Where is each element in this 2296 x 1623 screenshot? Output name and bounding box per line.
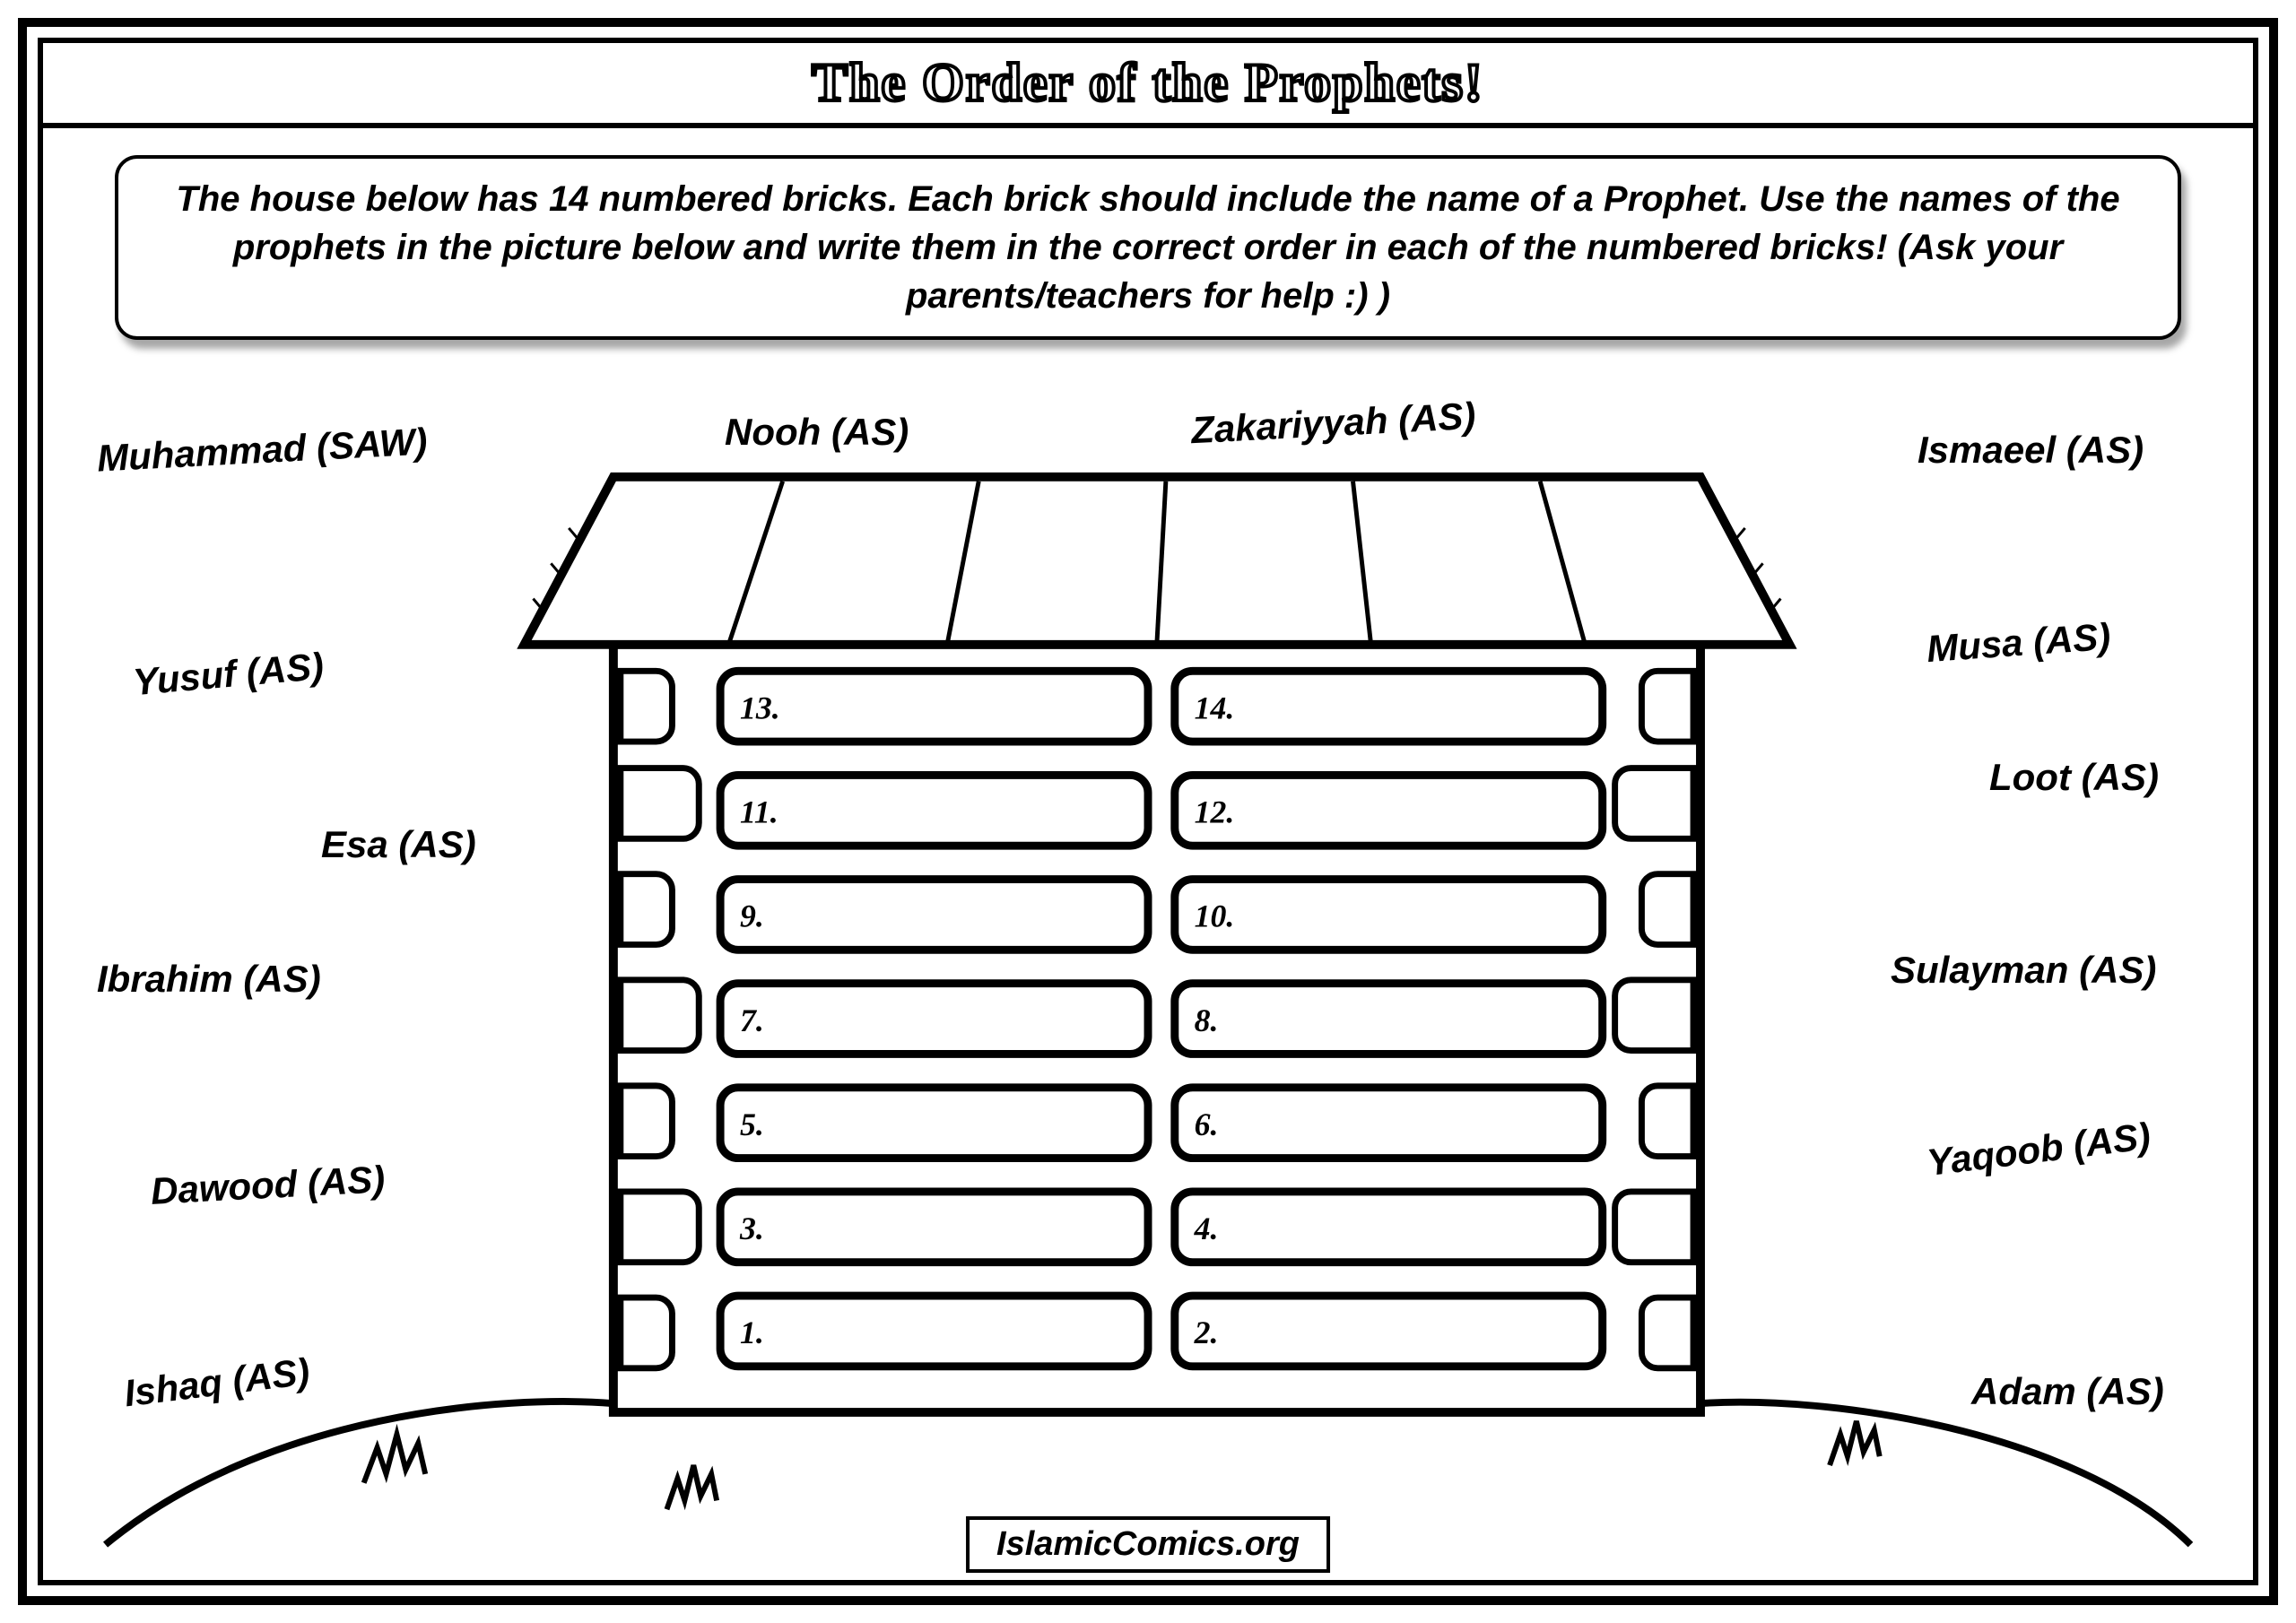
prophet-name: Ismaeel (AS) [1918, 429, 2144, 472]
brick-slot[interactable] [1175, 984, 1603, 1055]
brick-slot[interactable] [1175, 775, 1603, 846]
brick-number: 3. [739, 1211, 764, 1246]
brick-number: 12. [1195, 794, 1235, 830]
brick-slot[interactable] [720, 775, 1148, 846]
brick-number: 4. [1194, 1211, 1219, 1246]
brick-slot[interactable] [1175, 671, 1603, 742]
brick-number: 7. [740, 1002, 764, 1038]
brick-number: 11. [740, 794, 778, 830]
prophet-name: Sulayman (AS) [1891, 949, 2156, 992]
prophet-name: Adam (AS) [1971, 1370, 2164, 1413]
inner-frame: The Order of the Prophets! The house bel… [38, 38, 2258, 1585]
outer-frame: The Order of the Prophets! The house bel… [18, 18, 2278, 1605]
prophet-name: Nooh (AS) [725, 411, 909, 454]
prophet-name: Loot (AS) [1989, 756, 2159, 799]
title-bar: The Order of the Prophets! [43, 43, 2253, 128]
brick-number: 6. [1195, 1107, 1219, 1142]
brick-number: 2. [1194, 1315, 1219, 1350]
brick-number: 5. [740, 1107, 764, 1142]
brick-slot[interactable] [720, 880, 1148, 950]
brick-number: 1. [740, 1315, 764, 1350]
page-title: The Order of the Prophets! [812, 52, 1484, 114]
brick-slot[interactable] [1175, 880, 1603, 950]
brick-slot[interactable] [720, 671, 1148, 742]
brick-slot[interactable] [720, 1296, 1148, 1367]
content-area: The house below has 14 numbered bricks. … [43, 133, 2253, 1580]
brick-slot[interactable] [1175, 1088, 1603, 1159]
brick-slot[interactable] [720, 1192, 1148, 1263]
brick-slot[interactable] [1175, 1296, 1603, 1367]
brick-slot[interactable] [720, 1088, 1148, 1159]
prophet-name: Esa (AS) [321, 823, 476, 866]
prophet-name: Ibrahim (AS) [97, 958, 321, 1001]
brick-slot[interactable] [720, 984, 1148, 1055]
brick-number: 13. [740, 690, 780, 726]
brick-number: 10. [1195, 898, 1235, 934]
footer-attribution: IslamicComics.org [966, 1516, 1330, 1573]
brick-slot[interactable] [1175, 1192, 1603, 1263]
brick-number: 9. [740, 898, 764, 934]
brick-number: 8. [1195, 1002, 1219, 1038]
brick-number: 14. [1195, 690, 1235, 726]
